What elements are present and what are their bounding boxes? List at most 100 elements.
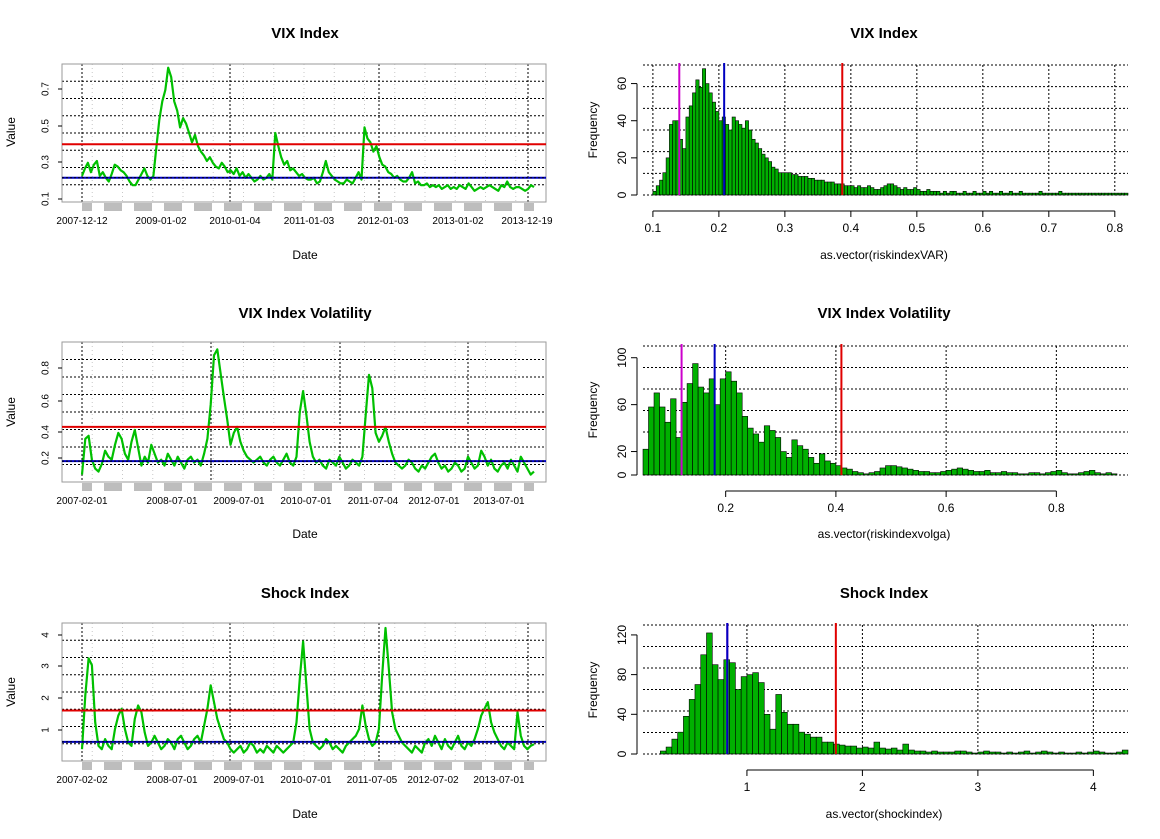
y-axis-label: Frequency	[586, 102, 600, 159]
histogram-bar	[1023, 750, 1031, 755]
histogram-bar	[705, 83, 710, 196]
histogram-bar	[896, 187, 901, 196]
histogram-bar	[781, 712, 788, 755]
histogram-bar	[774, 168, 779, 196]
histogram-bar	[873, 741, 881, 755]
y-tick-label: 40	[615, 707, 629, 721]
histogram-bar	[929, 190, 934, 196]
histogram-bar	[807, 177, 812, 196]
histogram-bar	[642, 448, 649, 476]
histogram-bar	[874, 471, 881, 476]
histogram-bar	[672, 120, 677, 196]
time-band-gap	[302, 483, 314, 491]
x-tick-label: 2008-07-01	[146, 775, 198, 786]
time-band-gap	[332, 762, 344, 770]
histogram-bar	[893, 185, 898, 196]
histogram-bar	[967, 470, 974, 476]
histogram-bar	[999, 190, 1003, 196]
time-band-gap	[452, 203, 464, 211]
time-band-gap	[422, 483, 434, 491]
histogram-bar	[659, 406, 666, 476]
histogram-bar	[711, 664, 719, 755]
histogram-bar	[798, 731, 805, 755]
histogram-bar	[862, 746, 869, 755]
y-tick-label: 60	[615, 398, 629, 412]
x-tick-label: 2010-07-01	[280, 496, 332, 507]
plot-area: 0 20 60 100 0.2 0.4 0.6 0.8	[615, 344, 1128, 515]
time-band-gap	[212, 762, 224, 770]
histogram-bar	[777, 172, 782, 196]
time-band-gap	[122, 762, 134, 770]
histogram-bar	[695, 79, 700, 196]
histogram-bar	[817, 179, 822, 196]
histogram-bar	[847, 185, 852, 196]
time-band-gap	[332, 203, 344, 211]
x-tick-label: 2008-07-01	[146, 496, 198, 507]
histogram-bar	[754, 142, 759, 196]
time-band-gap	[482, 483, 494, 491]
y-tick-label: 0.6	[41, 394, 52, 408]
histogram-bar	[989, 190, 994, 196]
histogram-bar	[725, 124, 730, 196]
y-tick-label: 1	[41, 727, 52, 733]
histogram-bar	[781, 172, 786, 196]
x-tick-label: 2007-02-02	[56, 775, 108, 786]
histogram-bar	[747, 427, 754, 476]
histogram-bar	[962, 190, 967, 196]
y-tick-label: 0.4	[41, 425, 52, 439]
chart-title: VIX Index Volatility	[817, 305, 951, 322]
histogram-bar	[708, 92, 713, 196]
plot-area: 1 2 3 4 2007-02-02 2008-07-01 2009-07-01 2010-0…	[41, 622, 547, 786]
histogram-bar	[744, 120, 749, 196]
y-tick-label: 80	[615, 668, 629, 682]
histogram-bar	[794, 174, 799, 196]
histogram-bar	[907, 468, 914, 476]
histogram-bar	[804, 176, 809, 196]
histogram-bar	[890, 183, 895, 196]
histogram-bar	[870, 187, 875, 196]
histogram-bar	[850, 745, 857, 755]
histogram-bar	[785, 457, 793, 476]
histogram-bar	[725, 371, 732, 476]
x-tick-label: 2010-07-01	[280, 775, 332, 786]
x-tick-label: 2007-12-12	[56, 216, 108, 227]
histogram-bar	[718, 120, 723, 196]
histogram-bar	[908, 749, 915, 755]
histogram-bar	[719, 378, 726, 476]
histogram-bar	[808, 457, 815, 476]
time-band-gap	[152, 483, 164, 491]
histogram-bar	[912, 470, 919, 476]
histogram-bar	[740, 676, 748, 755]
y-tick-label: 20	[615, 445, 629, 459]
histogram-bar	[852, 471, 859, 476]
histogram-bar	[655, 185, 660, 196]
histogram-bar	[890, 747, 898, 755]
x-tick-label: 0.7	[1040, 221, 1057, 235]
histogram-bar	[682, 148, 687, 196]
histogram-bar	[758, 441, 765, 476]
histogram-bar	[694, 684, 702, 755]
histogram-bar	[923, 471, 930, 476]
histogram-bar	[1018, 190, 1023, 196]
histogram-bar	[933, 190, 937, 196]
histogram-bar	[703, 392, 710, 476]
histogram-bar	[791, 174, 796, 196]
x-tick-label: 0.4	[828, 501, 845, 515]
y-tick-label: 0.8	[41, 361, 52, 375]
histogram-bar	[830, 462, 837, 476]
time-band-gap	[332, 483, 344, 491]
histogram-bar	[758, 682, 765, 755]
plot-frame	[61, 63, 547, 203]
x-tick-label: 0.6	[974, 221, 991, 235]
x-tick-label: 0.2	[717, 501, 734, 515]
histogram-bar	[1124, 192, 1129, 196]
x-tick-label: 0.5	[908, 221, 925, 235]
histogram-bar	[735, 689, 742, 755]
x-tick-label: 4	[1090, 780, 1097, 794]
histogram-bar	[735, 120, 739, 196]
histogram-bar	[752, 672, 759, 755]
y-tick-label: 120	[615, 625, 629, 645]
histogram-bar	[688, 105, 693, 196]
histogram-bar	[824, 181, 829, 196]
